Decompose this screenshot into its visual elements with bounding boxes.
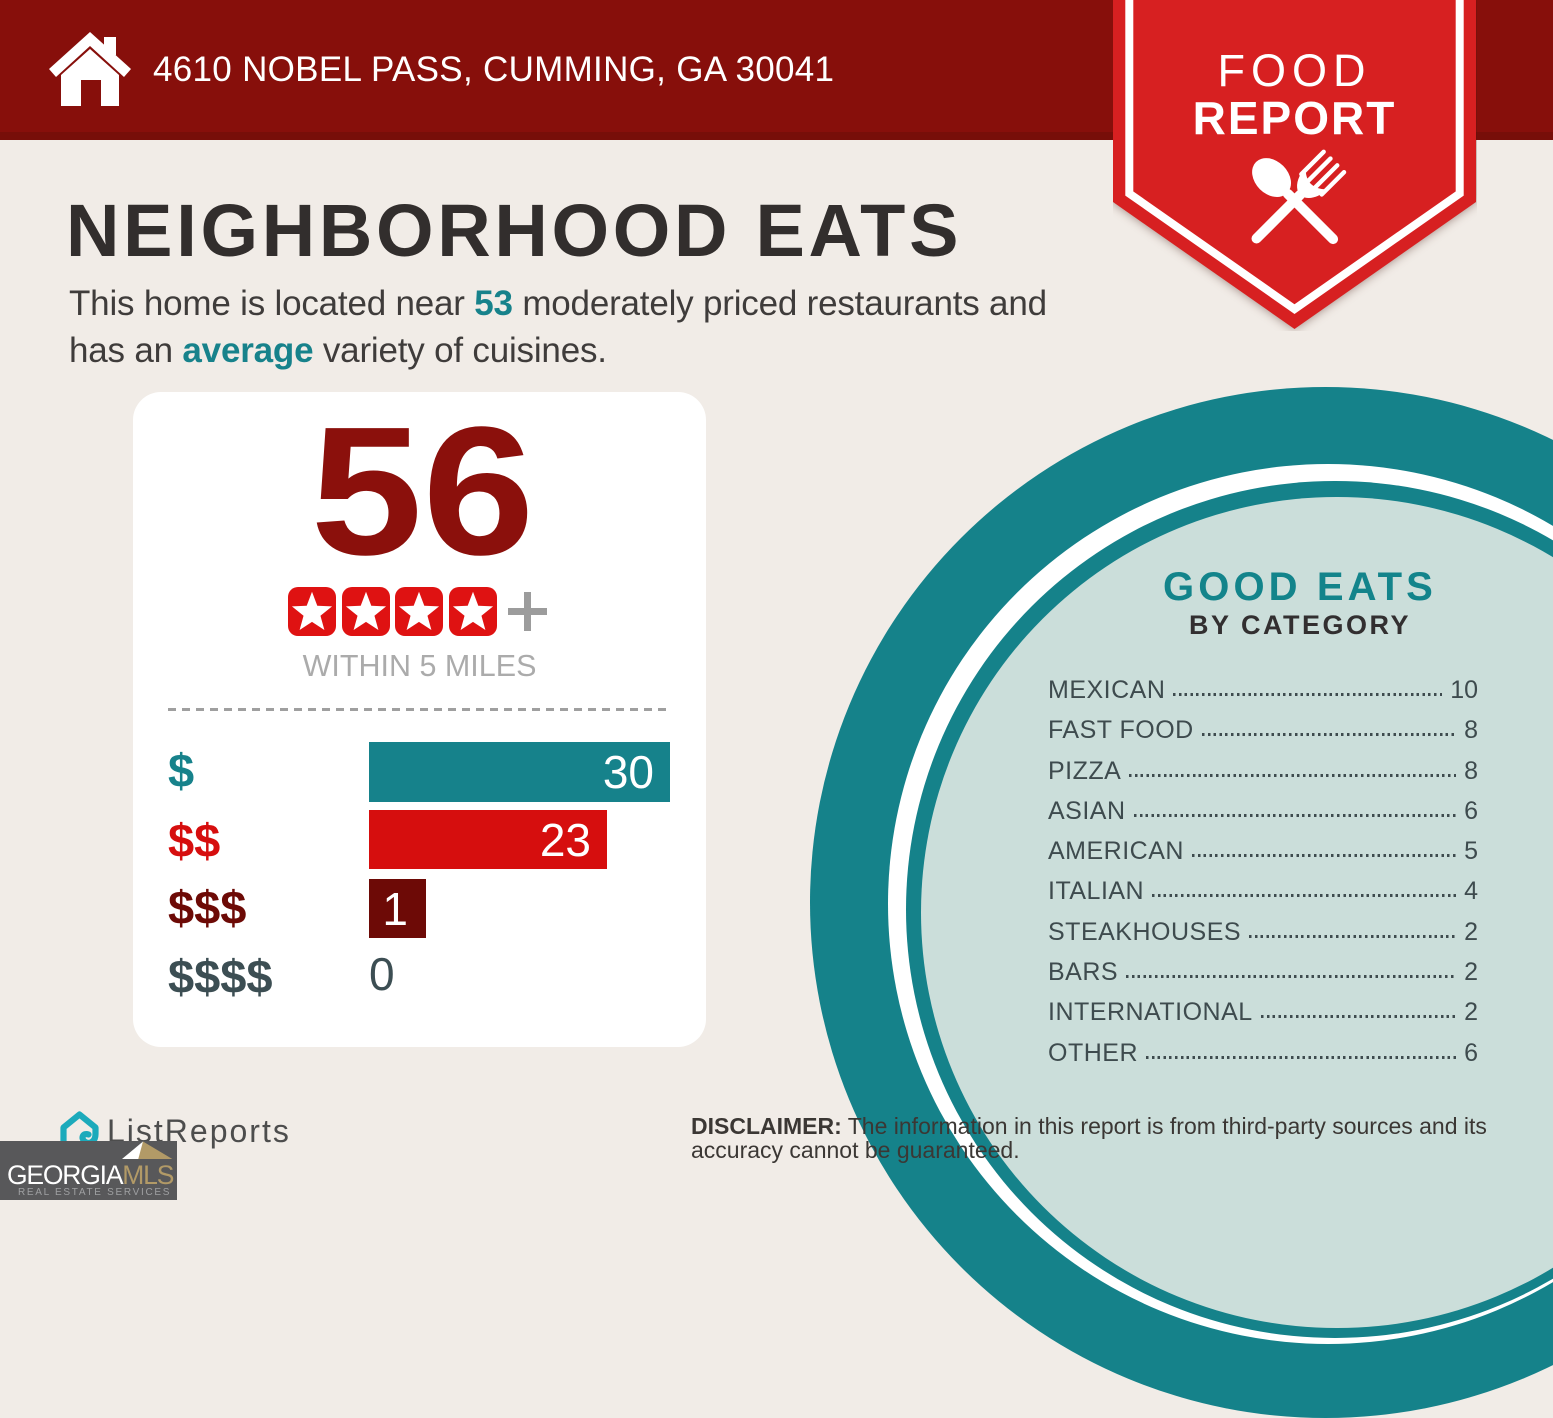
svg-text:FOOD: FOOD (1218, 45, 1372, 96)
svg-text:REPORT: REPORT (1193, 92, 1397, 144)
